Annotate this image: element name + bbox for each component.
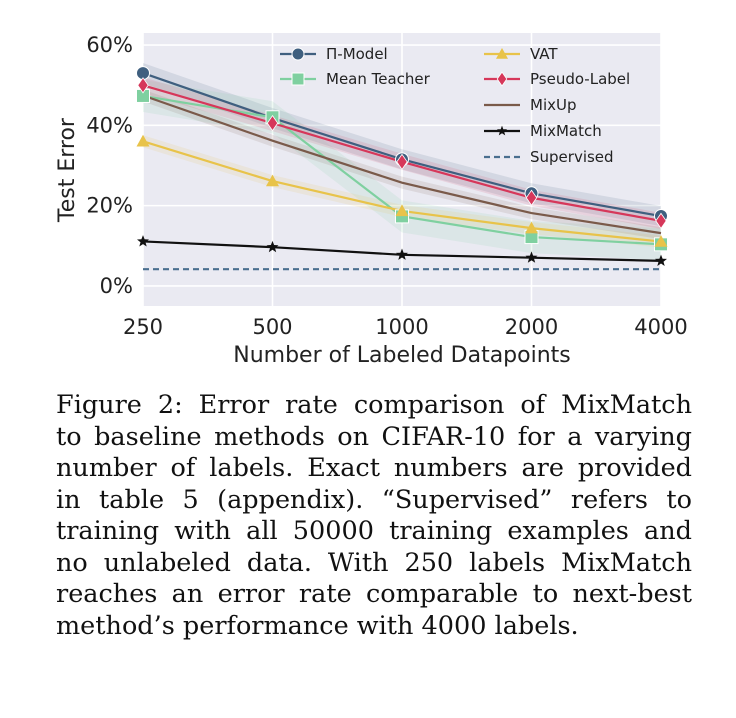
- x-tick-labels: 250 500 1000 2000 4000: [123, 315, 688, 339]
- x-axis-title: Number of Labeled Datapoints: [233, 343, 571, 368]
- caption-line: no unlabeled data. With 250 labels MixMa…: [56, 547, 692, 578]
- legend-marker-pseudo-label: [496, 71, 508, 87]
- x-tick-label: 4000: [634, 315, 687, 339]
- marker-pseudo-label: [396, 153, 408, 171]
- y-axis-title: Test Error: [55, 117, 80, 223]
- caption-line: to baseline methods on CIFAR-10 for a va…: [56, 421, 692, 452]
- y-tick-label: 20%: [86, 194, 133, 218]
- figure-caption: Figure 2: Error rate comparison of MixMa…: [56, 390, 692, 642]
- legend-label-model: Π-Model: [326, 45, 388, 63]
- legend: Π-Model Mean Teacher VAT Pseudo-Label MixUp M…: [280, 45, 630, 166]
- marker-pseudo-label: [525, 189, 538, 206]
- caption-line: training with all 50000 training example…: [56, 516, 692, 546]
- marker-vat: [525, 221, 538, 234]
- x-tick-label: 500: [252, 315, 292, 339]
- marker-vat: [266, 174, 279, 187]
- legend-label-mixmatch: MixMatch: [530, 122, 602, 140]
- marker-pseudo-label: [137, 77, 149, 94]
- x-tick-label: 250: [123, 315, 163, 339]
- series-markers: [136, 66, 668, 266]
- caption-line: number of labels. Exact numbers are prov…: [56, 453, 692, 483]
- legend-marker-mean-teacher: [291, 72, 305, 86]
- caption-line: method’s performance with 4000 labels.: [56, 610, 579, 641]
- legend-label-mixup: MixUp: [530, 96, 577, 114]
- marker-mixmatch: [525, 251, 538, 263]
- legend-marker-vat: [496, 48, 508, 59]
- marker-mixmatch: [655, 254, 667, 266]
- legend-marker-model: [291, 47, 305, 61]
- x-tick-label: 2000: [505, 315, 558, 339]
- legend-label-supervised: Supervised: [530, 148, 614, 166]
- legend-label-vat: VAT: [530, 45, 558, 63]
- marker-pseudo-label: [655, 212, 667, 230]
- legend-label-pseudo-label: Pseudo-Label: [530, 70, 630, 88]
- caption-line: in table 5 (appendix). “Supervised” refe…: [56, 484, 692, 515]
- marker-vat: [136, 134, 150, 147]
- legend-marker-mixmatch: [496, 125, 508, 136]
- marker-vat: [654, 235, 668, 247]
- x-tick-label: 1000: [375, 315, 428, 339]
- marker-mixmatch: [137, 235, 149, 247]
- y-tick-label: 40%: [86, 113, 133, 137]
- caption-line: Figure 2: Error rate comparison of MixMa…: [56, 390, 692, 420]
- y-tick-labels: 0% 20% 40% 60%: [86, 33, 133, 298]
- band--model: [143, 63, 661, 227]
- marker-mixmatch: [396, 248, 408, 260]
- marker-vat: [395, 204, 409, 217]
- y-tick-label: 0%: [100, 274, 133, 298]
- marker-pseudo-label: [266, 114, 279, 132]
- legend-label-mean-teacher: Mean Teacher: [326, 70, 431, 88]
- caption-line: reaches an error rate comparable to next…: [56, 579, 692, 609]
- line-mixup: [142, 94, 662, 235]
- y-tick-label: 60%: [86, 33, 133, 57]
- error-rate-chart: 250 500 1000 2000 4000 0% 20% 40% 60% Number of…: [55, 33, 688, 368]
- marker-mixmatch: [266, 240, 279, 253]
